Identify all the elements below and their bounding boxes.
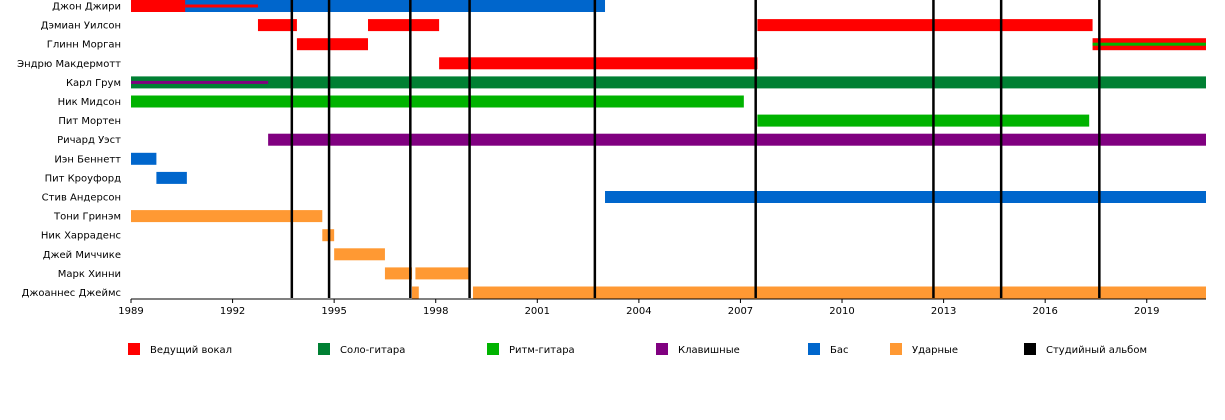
member-label: Глинн Морган xyxy=(47,40,121,51)
bar-rhythm_guitar xyxy=(131,95,744,108)
legend-label-lead_guitar: Соло-гитара xyxy=(340,345,405,356)
legend-swatch-bass xyxy=(808,343,820,355)
bar-vocal xyxy=(185,4,258,8)
member-label: Иэн Беннетт xyxy=(54,154,121,165)
x-tick-label: 1992 xyxy=(220,306,245,317)
bar-keys xyxy=(268,133,1206,146)
member-label: Пит Кроуфорд xyxy=(45,173,122,184)
album-lines xyxy=(290,0,1101,298)
bar-bass xyxy=(131,0,606,12)
x-tick-label: 2013 xyxy=(931,306,956,317)
member-bars xyxy=(131,0,1206,299)
member-label: Стив Андерсон xyxy=(42,193,121,204)
bar-drums xyxy=(384,267,413,280)
x-axis: 1989 1992 1995 1998 2001 2004 2007 2010 2013 2016… xyxy=(118,298,1206,317)
member-labels: Джон Джири Дэмиан Уилсон Глинн Морган Эндрю… xyxy=(17,2,121,300)
x-tick-label: 1995 xyxy=(321,306,346,317)
x-tick-label: 2019 xyxy=(1134,306,1159,317)
legend-label-bass: Бас xyxy=(830,345,849,356)
bar-rhythm_guitar xyxy=(1092,42,1206,46)
member-label: Карл Грум xyxy=(66,78,121,89)
member-label: Ричард Уэст xyxy=(57,135,121,146)
bar-vocal xyxy=(131,0,186,12)
legend-label-keys: Клавишные xyxy=(678,345,740,356)
member-label: Ник Мидсон xyxy=(58,97,121,108)
member-label: Марк Хинни xyxy=(58,269,121,280)
legend: Ведущий вокал Соло-гитара Ритм-гитара Клави… xyxy=(128,343,1147,356)
bar-vocal xyxy=(257,19,297,32)
legend-label-vocal: Ведущий вокал xyxy=(150,345,232,356)
member-label: Пит Мортен xyxy=(58,116,121,127)
x-tick-label: 1998 xyxy=(423,306,448,317)
member-label: Тони Гринэм xyxy=(53,212,121,223)
member-label: Джей Миччике xyxy=(43,250,121,261)
member-label: Джоаннес Джеймс xyxy=(22,288,122,299)
member-label: Ник Харраденс xyxy=(41,231,121,242)
legend-swatch-keys xyxy=(656,343,668,355)
bar-lead_guitar xyxy=(131,76,1206,89)
bar-vocal xyxy=(757,19,1093,32)
legend-label-album: Студийный альбом xyxy=(1046,345,1147,356)
bar-drums xyxy=(334,248,385,261)
bar-bass xyxy=(131,152,157,165)
bar-vocal xyxy=(296,38,369,51)
bar-drums xyxy=(472,286,1206,299)
bar-keys xyxy=(131,80,269,84)
legend-label-drums: Ударные xyxy=(912,345,958,356)
bar-bass xyxy=(156,171,187,184)
bar-drums xyxy=(412,286,419,299)
bar-bass xyxy=(605,191,1206,203)
x-tick-label: 1989 xyxy=(118,306,143,317)
legend-swatch-rhythm_guitar xyxy=(487,343,499,355)
bar-vocal xyxy=(368,19,440,32)
member-label: Эндрю Макдермотт xyxy=(17,59,121,70)
legend-swatch-album xyxy=(1024,343,1036,355)
member-label: Джон Джири xyxy=(52,2,121,13)
x-tick-label: 2004 xyxy=(626,306,651,317)
bar-drums xyxy=(415,267,470,280)
x-tick-label: 2007 xyxy=(728,306,753,317)
bar-vocal xyxy=(439,57,758,70)
legend-swatch-lead_guitar xyxy=(318,343,330,355)
bar-rhythm_guitar xyxy=(757,114,1090,127)
legend-label-rhythm_guitar: Ритм-гитара xyxy=(509,345,575,356)
x-tick-label: 2001 xyxy=(525,306,550,317)
member-label: Дэмиан Уилсон xyxy=(41,21,121,32)
legend-swatch-vocal xyxy=(128,343,140,355)
x-tick-label: 2016 xyxy=(1032,306,1057,317)
legend-swatch-drums xyxy=(890,343,902,355)
bar-drums xyxy=(131,210,323,223)
x-tick-label: 2010 xyxy=(829,306,854,317)
